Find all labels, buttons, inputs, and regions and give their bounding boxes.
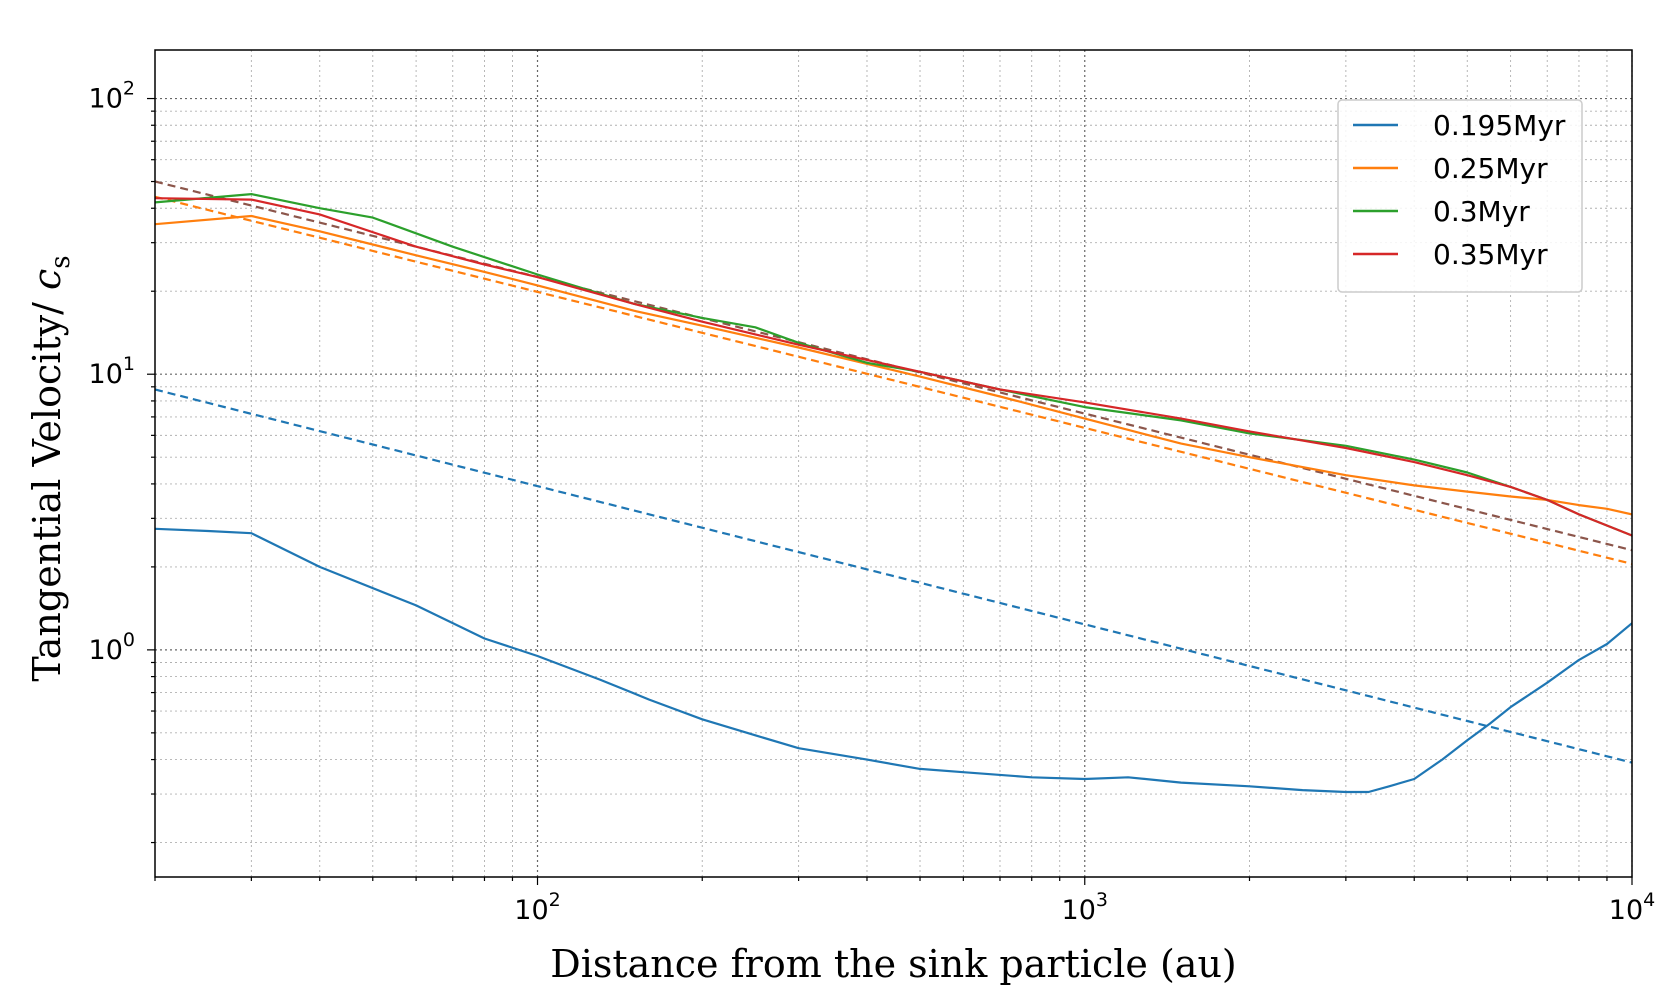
- y-tick-label-base: 10: [89, 84, 123, 115]
- legend-label: 0.25Myr: [1433, 152, 1548, 185]
- y-tick-label: 101: [89, 353, 135, 390]
- x-tick-label-base: 10: [1062, 895, 1096, 926]
- legend-label: 0.35Myr: [1433, 238, 1548, 271]
- y-axis-title-symbol: c: [25, 269, 69, 290]
- y-axis-title: Tangential Velocity/ cs: [25, 255, 76, 681]
- x-tick-label-exponent: 3: [1096, 889, 1108, 911]
- series-line: [155, 214, 1632, 516]
- y-tick-label: 102: [89, 78, 135, 115]
- x-tick-label-exponent: 2: [549, 889, 561, 911]
- y-tick-label-exponent: 2: [123, 78, 135, 100]
- y-tick-label-exponent: 1: [123, 353, 135, 375]
- x-axis-title: Distance from the sink particle (au): [550, 942, 1237, 986]
- legend-label: 0.3Myr: [1433, 195, 1530, 228]
- major-grid: [155, 50, 1633, 877]
- y-tick-label: 100: [89, 629, 135, 666]
- series-layer: [155, 180, 1632, 794]
- power-law-fit-line: [155, 388, 1632, 764]
- series-line: [155, 197, 1632, 537]
- y-tick-label-exponent: 0: [123, 629, 135, 651]
- series-line: [155, 527, 1632, 794]
- x-tick-label-base: 10: [514, 895, 548, 926]
- plot-area-frame: [154, 49, 1633, 878]
- x-tick-label: 102: [514, 889, 560, 926]
- x-tick-label-exponent: 4: [1643, 889, 1655, 911]
- x-tick-label-base: 10: [1609, 895, 1643, 926]
- x-tick-label: 103: [1062, 889, 1108, 926]
- y-tick-label-base: 10: [89, 635, 123, 666]
- y-axis-title-main: Tangential Velocity/: [25, 290, 69, 682]
- power-law-fit-line: [155, 195, 1632, 565]
- y-tick-label-base: 10: [89, 359, 123, 390]
- legend: 0.195Myr 0.25Myr 0.3Myr 0.35Myr: [1337, 99, 1583, 293]
- y-axis-title-subscript: s: [46, 255, 76, 268]
- x-tick-label: 104: [1609, 889, 1655, 926]
- legend-box: [1337, 99, 1583, 293]
- legend-label: 0.195Myr: [1433, 109, 1566, 142]
